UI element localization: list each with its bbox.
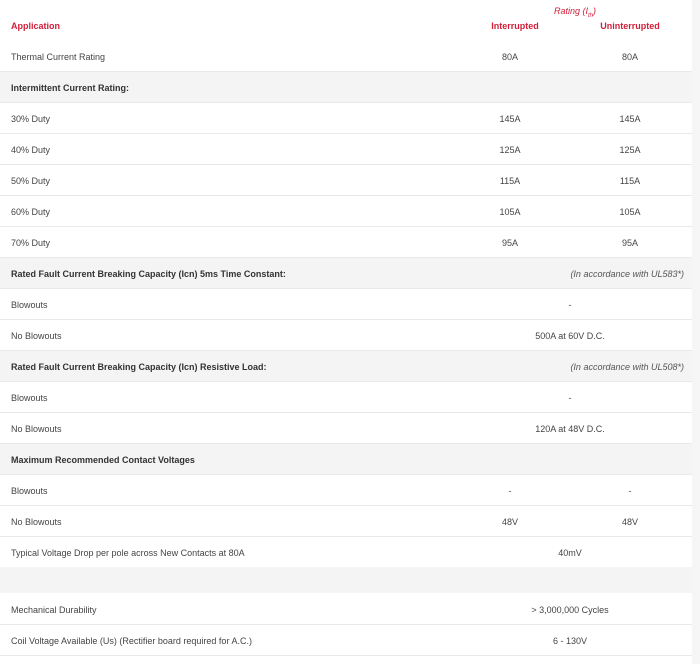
table-row: 40% Duty 125A 125A: [0, 134, 692, 165]
row-label: Thermal Current Rating: [11, 52, 106, 62]
table-row: No Blowouts 120A at 48V D.C.: [0, 413, 692, 444]
section-label: Intermittent Current Rating:: [11, 83, 129, 93]
row-label: Coil Voltage Available (Us) (Rectifier b…: [11, 636, 252, 646]
section-label: Rated Fault Current Breaking Capacity (I…: [11, 269, 286, 279]
merged-value: -: [568, 393, 572, 403]
uninterrupted-header: Uninterrupted: [600, 21, 660, 31]
interrupted-value: 80A: [501, 52, 518, 62]
interrupted-value: -: [508, 486, 512, 496]
table-row: No Blowouts 500A at 60V D.C.: [0, 320, 692, 351]
merged-value: -: [568, 300, 572, 310]
table-row: 30% Duty 145A 145A: [0, 103, 692, 134]
table-row: Blowouts -: [0, 382, 692, 413]
interrupted-value: 48V: [501, 517, 518, 527]
table-row: 50% Duty 115A 115A: [0, 165, 692, 196]
row-label: Blowouts: [11, 486, 48, 496]
section-row: Maximum Recommended Contact Voltages: [0, 444, 692, 475]
table-row: Thermal Current Rating 80A 80A: [0, 41, 692, 72]
uninterrupted-value: 95A: [621, 238, 638, 248]
table-row: Mechanical Durability > 3,000,000 Cycles: [0, 594, 692, 625]
section-label: Rated Fault Current Breaking Capacity (I…: [11, 362, 267, 372]
table-row: No Blowouts 48V 48V: [0, 506, 692, 537]
row-label: 30% Duty: [11, 114, 51, 124]
row-label: No Blowouts: [11, 331, 62, 341]
uninterrupted-value: -: [628, 486, 632, 496]
uninterrupted-value: 105A: [619, 207, 641, 217]
table-row: 70% Duty 95A 95A: [0, 227, 692, 258]
section-row: Intermittent Current Rating:: [0, 72, 692, 103]
scroll-edge: [692, 0, 700, 664]
interrupted-value: 115A: [499, 176, 521, 186]
row-label: 60% Duty: [11, 207, 51, 217]
interrupted-value: 105A: [499, 207, 521, 217]
row-label: Typical Voltage Drop per pole across New…: [11, 548, 245, 558]
merged-value: 6 - 130V: [552, 636, 588, 646]
merged-value: 40mV: [558, 548, 582, 558]
table-row: 60% Duty 105A 105A: [0, 196, 692, 227]
merged-value: > 3,000,000 Cycles: [531, 605, 609, 615]
uninterrupted-value: 48V: [621, 517, 638, 527]
row-label: 50% Duty: [11, 176, 51, 186]
standard-note: (In accordance with UL583*): [570, 269, 684, 279]
row-label: 40% Duty: [11, 145, 51, 155]
section-label: Maximum Recommended Contact Voltages: [11, 455, 195, 465]
rating-header: Rating (Ith): [553, 6, 597, 19]
merged-value: 120A at 48V D.C.: [535, 424, 605, 434]
application-header: Application: [11, 21, 60, 31]
interrupted-value: 145A: [499, 114, 521, 124]
interrupted-value: 125A: [499, 145, 521, 155]
table-row: Typical Voltage Drop per pole across New…: [0, 537, 692, 568]
standard-note: (In accordance with UL508*): [570, 362, 684, 372]
uninterrupted-value: 145A: [619, 114, 641, 124]
uninterrupted-value: 80A: [621, 52, 638, 62]
uninterrupted-value: 125A: [619, 145, 641, 155]
table-header: Application Rating (Ith) Interrupted Uni…: [0, 0, 700, 40]
row-label: No Blowouts: [11, 517, 62, 527]
row-label: Blowouts: [11, 393, 48, 403]
merged-value: 500A at 60V D.C.: [535, 331, 605, 341]
row-label: No Blowouts: [11, 424, 62, 434]
table-row: Blowouts -: [0, 289, 692, 320]
table-row: Coil Voltage Available (Us) (Rectifier b…: [0, 625, 692, 656]
row-label: Mechanical Durability: [11, 605, 97, 615]
uninterrupted-value: 115A: [619, 176, 641, 186]
section-spacer: [0, 567, 692, 593]
row-label: 70% Duty: [11, 238, 51, 248]
section-row: Rated Fault Current Breaking Capacity (I…: [0, 258, 692, 289]
table-row: Blowouts - -: [0, 475, 692, 506]
interrupted-value: 95A: [501, 238, 518, 248]
row-label: Blowouts: [11, 300, 48, 310]
interrupted-header: Interrupted: [491, 21, 539, 31]
section-row: Rated Fault Current Breaking Capacity (I…: [0, 351, 692, 382]
